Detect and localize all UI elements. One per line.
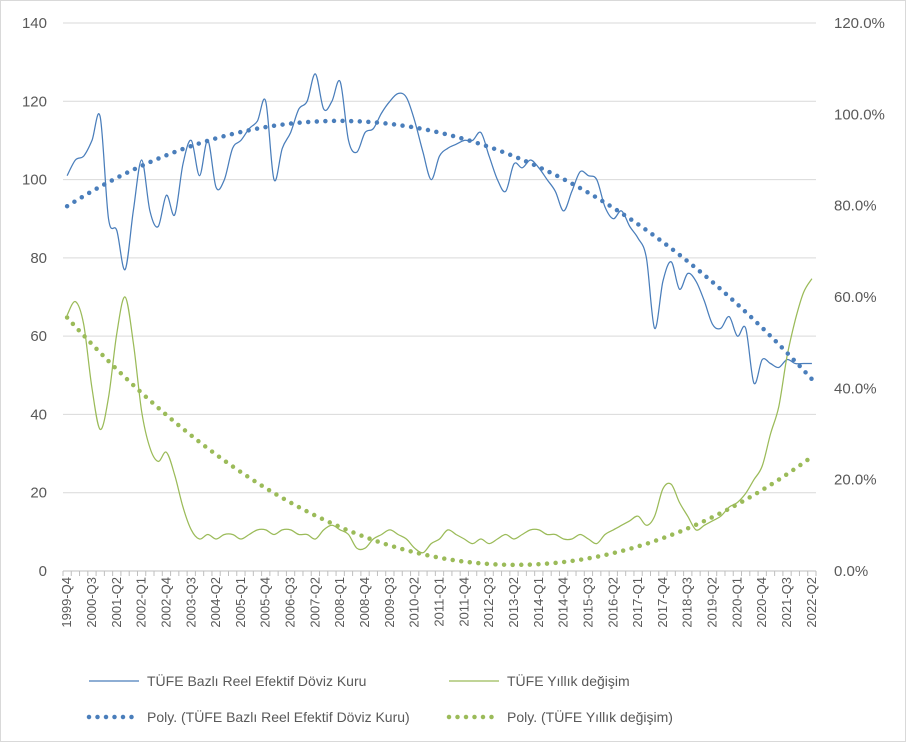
x-tick-label: 2005-Q1 [233,577,248,628]
x-tick-label: 2011-Q1 [432,577,447,627]
x-tick-label: 2014-Q4 [556,577,571,628]
trendline-4 [64,315,815,568]
x-tick-label: 2007-Q2 [307,577,322,628]
trendline-3 [64,118,815,382]
left-axis-ticks: 0 20 40 60 80 100 120 140 [22,15,47,580]
x-tick-label: 2020-Q4 [754,577,769,628]
series-line-1 [66,73,812,385]
y-left-tick-label: 40 [30,406,47,423]
y-left-tick-label: 100 [22,172,47,189]
gridlines [63,22,816,572]
y-right-tick-label: 100.0% [834,106,885,123]
y-right-tick-label: 120.0% [834,15,885,32]
x-tick-label: 2021-Q3 [779,577,794,628]
x-tick-label: 2002-Q1 [134,577,149,628]
x-tick-label: 2001-Q2 [109,577,124,628]
x-tick-label: 2017-Q1 [630,577,645,628]
x-tick-label: 1999-Q4 [59,577,74,628]
x-tick-label: 2004-Q2 [208,577,223,628]
y-right-tick-label: 40.0% [834,380,877,397]
x-tick-label: 2012-Q3 [481,577,496,628]
x-tick-label: 2019-Q2 [705,577,720,628]
x-tick-label: 2018-Q3 [680,577,695,628]
y-right-tick-label: 80.0% [834,198,877,215]
legend-label-4: Poly. (TÜFE Yıllık değişim) [507,708,673,725]
legend-label-2: TÜFE Yıllık değişim [507,672,630,689]
x-tick-label: 2022-Q2 [804,577,819,628]
series-layer [64,73,815,568]
series-line-2 [66,278,813,554]
x-tick-label: 2017-Q4 [655,577,670,628]
x-tick-label: 2020-Q1 [729,577,744,628]
x-tick-label: 2015-Q3 [580,577,595,628]
y-left-tick-label: 0 [39,563,47,580]
y-left-tick-label: 120 [22,93,47,110]
x-tick-label: 2000-Q3 [84,577,99,628]
x-tick-label: 2003-Q3 [183,577,198,628]
x-tick-label: 2011-Q4 [456,577,471,627]
y-left-tick-label: 80 [30,250,47,267]
x-tick-label: 2006-Q3 [283,577,298,628]
y-right-tick-label: 20.0% [834,472,877,489]
x-tick-label: 2002-Q4 [158,577,173,628]
legend: TÜFE Bazlı Reel Efektif Döviz Kuru TÜFE Y… [86,672,673,725]
y-right-tick-label: 0.0% [834,563,868,580]
x-tick-label: 2016-Q2 [605,577,620,628]
y-left-tick-label: 60 [30,328,47,345]
x-tick-label: 2009-Q3 [382,577,397,628]
x-tick-label: 2013-Q2 [506,577,521,628]
right-axis-ticks: 0.0% 20.0% 40.0% 60.0% 80.0% 100.0% 120.0% [834,15,885,580]
y-right-tick-label: 60.0% [834,289,877,306]
x-axis: 1999-Q4 2000-Q3 2001-Q2 2002-Q1 2002-Q4 2003-… [59,570,819,628]
x-tick-label: 2008-Q1 [332,577,347,628]
x-tick-label: 2008-Q4 [357,577,372,628]
y-left-tick-label: 140 [22,15,47,32]
y-left-tick-label: 20 [30,485,47,502]
legend-label-1: TÜFE Bazlı Reel Efektif Döviz Kuru [147,672,366,689]
x-tick-label: 2010-Q2 [407,577,422,628]
x-tick-label: 2005-Q4 [258,577,273,628]
x-tick-label: 2014-Q1 [531,577,546,628]
legend-label-3: Poly. (TÜFE Bazlı Reel Efektif Döviz Kur… [147,708,410,725]
